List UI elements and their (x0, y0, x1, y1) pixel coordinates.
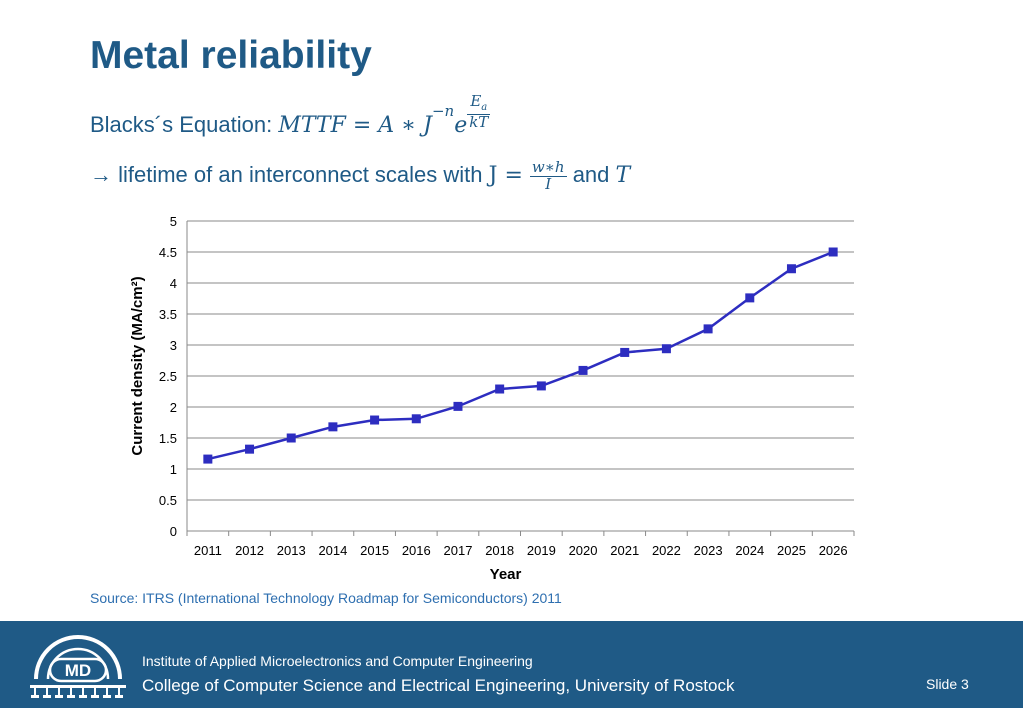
arrow-icon: → (90, 162, 112, 188)
y-tick-label: 0 (170, 524, 177, 539)
x-axis-title: Year (490, 566, 522, 583)
x-tick-label: 2023 (694, 543, 723, 558)
institute-name: Institute of Applied Microelectronics an… (142, 653, 533, 669)
source-note: Source: ITRS (International Technology R… (90, 590, 562, 606)
y-tick-label: 0.5 (159, 493, 177, 508)
data-point (495, 384, 505, 394)
data-point (703, 324, 713, 334)
data-point (286, 433, 296, 443)
y-tick-label: 4 (170, 276, 177, 291)
x-tick-label: 2012 (235, 543, 264, 558)
x-tick-label: 2017 (444, 543, 473, 558)
equation-formula: MTTF = A ∗ J−ne Ea kT (278, 92, 491, 138)
scaling-t: T (615, 163, 631, 189)
x-tick-label: 2011 (194, 543, 222, 558)
md-logo-icon: MD (30, 635, 126, 698)
y-tick-label: 2 (170, 400, 177, 415)
x-tick-label: 2021 (610, 543, 639, 558)
data-point (620, 347, 630, 357)
x-tick-label: 2016 (402, 543, 431, 558)
slide-title: Metal reliability (90, 34, 372, 77)
x-tick-label: 2020 (569, 543, 598, 558)
y-tick-label: 3.5 (159, 307, 177, 322)
y-tick-label: 1.5 (159, 431, 177, 446)
y-tick-label: 5 (170, 214, 177, 229)
current-density-chart: 0 0.5 1 1.5 2 2.5 3 3.5 4 4.5 5 2011 2012 2013 2014 201… (129, 214, 855, 583)
y-axis-title: Current density (MA/cm²) (129, 276, 146, 455)
data-point (203, 454, 213, 464)
footer-bar: MD Institute of Applied Microelectronics… (0, 621, 1023, 708)
y-tick-label: 2.5 (159, 369, 177, 384)
data-point (245, 444, 255, 454)
equation-line: Blacks´s Equation: MTTF = A ∗ J−ne Ea kT (90, 92, 491, 148)
y-tick-label: 4.5 (159, 245, 177, 260)
data-point (370, 415, 380, 425)
data-point (578, 365, 588, 375)
y-tick-label: 3 (170, 338, 177, 353)
data-point (453, 401, 463, 411)
data-point (536, 381, 546, 391)
svg-text:MD: MD (65, 661, 91, 680)
data-point (411, 414, 421, 424)
x-tick-label: 2015 (360, 543, 389, 558)
data-point (786, 264, 796, 274)
x-tick-label: 2018 (485, 543, 514, 558)
x-tick-label: 2013 (277, 543, 306, 558)
college-name: College of Computer Science and Electric… (142, 676, 735, 695)
scaling-fraction: w∗h I (529, 158, 567, 193)
scaling-line: → lifetime of an interconnect scales wit… (90, 158, 631, 193)
x-tick-label: 2014 (318, 543, 347, 558)
x-tick-label: 2024 (735, 543, 764, 558)
series-line (207, 250, 834, 461)
equation-label: Blacks´s Equation: (90, 112, 279, 137)
x-tick-label: 2022 (652, 543, 681, 558)
slide-number: Slide 3 (926, 676, 969, 692)
data-point (328, 422, 338, 432)
y-tick-label: 1 (170, 462, 177, 477)
data-point (745, 293, 755, 303)
scaling-j: J = (488, 163, 530, 189)
scaling-and: and (566, 162, 616, 188)
scaling-text: lifetime of an interconnect scales with (112, 162, 489, 188)
x-tick-label: 2025 (777, 543, 806, 558)
x-tick-label: 2026 (819, 543, 848, 558)
data-point (661, 344, 671, 354)
data-point (828, 247, 838, 257)
x-tick-label: 2019 (527, 543, 556, 558)
